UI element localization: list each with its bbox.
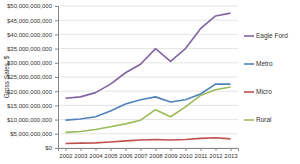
y-tick-label: $30,000,000,000 [7,60,53,66]
x-tick: 2003 [74,148,88,159]
y-tick-mark [55,6,58,7]
legend-label: Rural [256,116,272,123]
legend-swatch [244,35,254,37]
y-tick-mark [55,77,58,78]
x-tick-mark [81,148,82,151]
grid-line [58,105,238,106]
x-tick-label: 2008 [149,153,163,159]
x-axis: 2002200320042005200620072008200920102011… [59,148,239,159]
y-tick-label: $0 [45,145,52,151]
x-tick: 2010 [179,148,193,159]
x-tick-label: 2011 [195,153,209,159]
x-tick: 2008 [149,148,163,159]
y-tick-mark [55,91,58,92]
y-tick-mark [55,20,58,21]
y-tick-label: $40,000,000,000 [7,32,53,38]
series-line [66,13,231,98]
y-tick-label: $20,000,000,000 [7,89,53,95]
y-tick-label: $5,000,000,000 [10,131,52,137]
y-tick-label: $15,000,000,000 [7,103,53,109]
x-tick-mark [126,148,127,151]
y-axis: $0 $5,000,000,000 $10,000,000,000 $15,000,0… [7,3,59,151]
grid-line [58,62,238,63]
x-tick: 2005 [104,148,118,159]
x-tick: 2009 [164,148,178,159]
legend: Eagle Ford Metro Micro Rural [244,32,288,123]
grid-line [58,133,238,134]
grid-line [58,34,238,35]
grid-line [58,119,238,120]
x-tick-mark [66,148,67,151]
y-tick: $35,000,000,000 [7,46,58,52]
y-tick: $30,000,000,000 [7,60,58,66]
x-tick-label: 2013 [224,153,238,159]
x-tick-label: 2003 [74,153,88,159]
y-axis-line [55,7,59,149]
y-tick-mark [55,49,58,50]
y-tick: $5,000,000,000 [10,131,58,137]
legend-label: Eagle Ford [256,32,288,40]
legend-label: Metro [256,60,273,67]
x-tick-mark [156,148,157,151]
y-tick: $20,000,000,000 [7,89,58,95]
y-tick-label: $45,000,000,000 [7,18,53,24]
y-tick-mark [55,134,58,135]
x-tick-mark [231,148,232,151]
y-tick-mark [55,63,58,64]
grid-line [58,6,238,7]
y-tick: $10,000,000,000 [7,117,58,123]
plot-area: $0 $5,000,000,000 $10,000,000,000 $15,000,0… [7,3,239,159]
y-tick: $0 [45,145,58,151]
x-tick-mark [141,148,142,151]
legend-swatch [244,119,254,121]
x-tick-label: 2005 [104,153,118,159]
x-tick-mark [186,148,187,151]
x-tick-label: 2009 [164,153,178,159]
y-tick-mark [55,105,58,106]
x-tick-label: 2006 [119,153,133,159]
y-tick: $40,000,000,000 [7,32,58,38]
grid-line [58,77,238,78]
x-tick-mark [111,148,112,151]
x-tick-label: 2004 [89,153,103,159]
y-tick: $50,000,000,000 [7,3,58,9]
legend-swatch [244,63,254,65]
x-tick: 2007 [134,148,148,159]
x-tick-label: 2010 [179,153,193,159]
x-tick-label: 2002 [59,153,73,159]
x-tick-mark [171,148,172,151]
x-tick-mark [201,148,202,151]
y-tick: $15,000,000,000 [7,103,58,109]
y-tick-mark [55,148,58,149]
y-tick-label: $25,000,000,000 [7,74,53,80]
x-tick-mark [216,148,217,151]
x-tick: 2002 [59,148,73,159]
y-tick-mark [55,34,58,35]
y-tick: $45,000,000,000 [7,18,58,24]
y-tick-mark [55,120,58,121]
legend-swatch [244,91,254,93]
y-tick-label: $10,000,000,000 [7,117,53,123]
x-axis-line [59,149,239,152]
x-tick-mark [96,148,97,151]
grid [58,6,238,148]
x-tick: 2006 [119,148,133,159]
x-tick: 2012 [209,148,223,159]
lines [66,13,231,143]
x-tick: 2013 [224,148,238,159]
legend-label: Micro [256,88,272,95]
y-tick: $25,000,000,000 [7,74,58,80]
chart: $0 $5,000,000,000 $10,000,000,000 $15,000,0… [0,0,300,164]
y-axis-title: Gross Sales, $ [3,55,10,98]
x-tick-label: 2007 [134,153,148,159]
y-tick-label: $35,000,000,000 [7,46,53,52]
x-tick: 2004 [89,148,103,159]
y-tick-label: $50,000,000,000 [7,3,53,9]
x-tick: 2011 [195,148,209,159]
x-tick-label: 2012 [209,153,223,159]
series-line [66,87,231,132]
series-line [66,138,231,144]
grid-line [58,48,238,49]
